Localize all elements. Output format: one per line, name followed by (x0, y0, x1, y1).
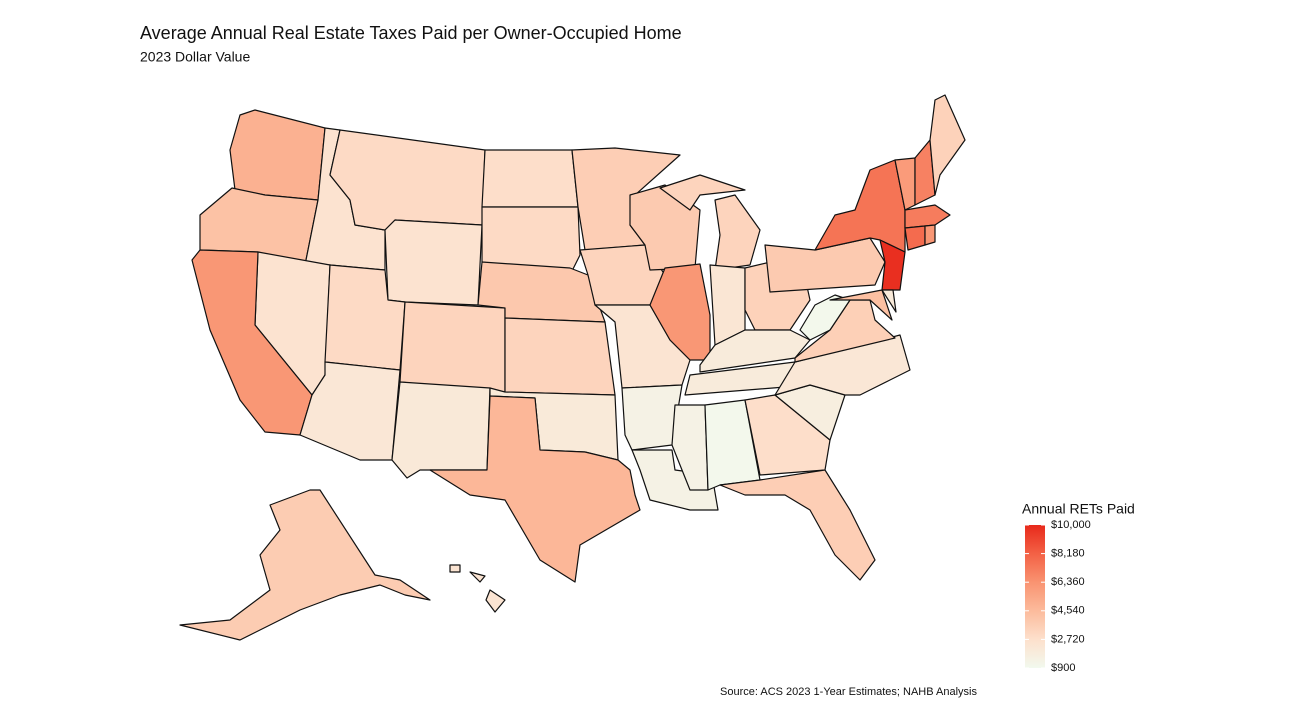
state (924, 224, 936, 246)
state (659, 174, 761, 271)
states (179, 94, 966, 641)
state (229, 109, 326, 201)
state (391, 381, 491, 479)
state (179, 489, 431, 641)
state (774, 334, 911, 396)
legend-tick-label: $2,720 (1051, 633, 1085, 645)
legend-tick-label: $8,180 (1051, 548, 1085, 560)
legend-title: Annual RETs Paid (1022, 501, 1135, 517)
state (399, 301, 506, 393)
state (449, 564, 506, 613)
source-note: Source: ACS 2023 1-Year Estimates; NAHB … (720, 686, 977, 698)
state (429, 395, 641, 583)
state (481, 206, 581, 276)
state (829, 289, 893, 321)
color-bar (1025, 525, 1045, 668)
state (929, 94, 966, 196)
state (719, 469, 876, 581)
state (881, 289, 897, 313)
legend-tick-label: $10,000 (1051, 519, 1091, 531)
state (329, 129, 486, 231)
state (649, 263, 711, 361)
chart-subtitle: 2023 Dollar Value (140, 49, 250, 65)
legend-tick-label: $900 (1051, 662, 1075, 674)
state (904, 204, 951, 229)
legend-tick-label: $4,540 (1051, 605, 1085, 617)
state (699, 329, 811, 373)
state (481, 149, 579, 208)
state (504, 317, 616, 396)
state (814, 159, 906, 253)
state (299, 361, 401, 461)
chart-title: Average Annual Real Estate Taxes Paid pe… (140, 23, 682, 43)
state (671, 404, 709, 491)
state (621, 384, 683, 451)
state (744, 394, 831, 476)
state (191, 249, 313, 436)
state (384, 219, 483, 306)
state (631, 449, 719, 511)
state (904, 225, 926, 251)
legend-tick-label: $6,360 (1051, 576, 1085, 588)
